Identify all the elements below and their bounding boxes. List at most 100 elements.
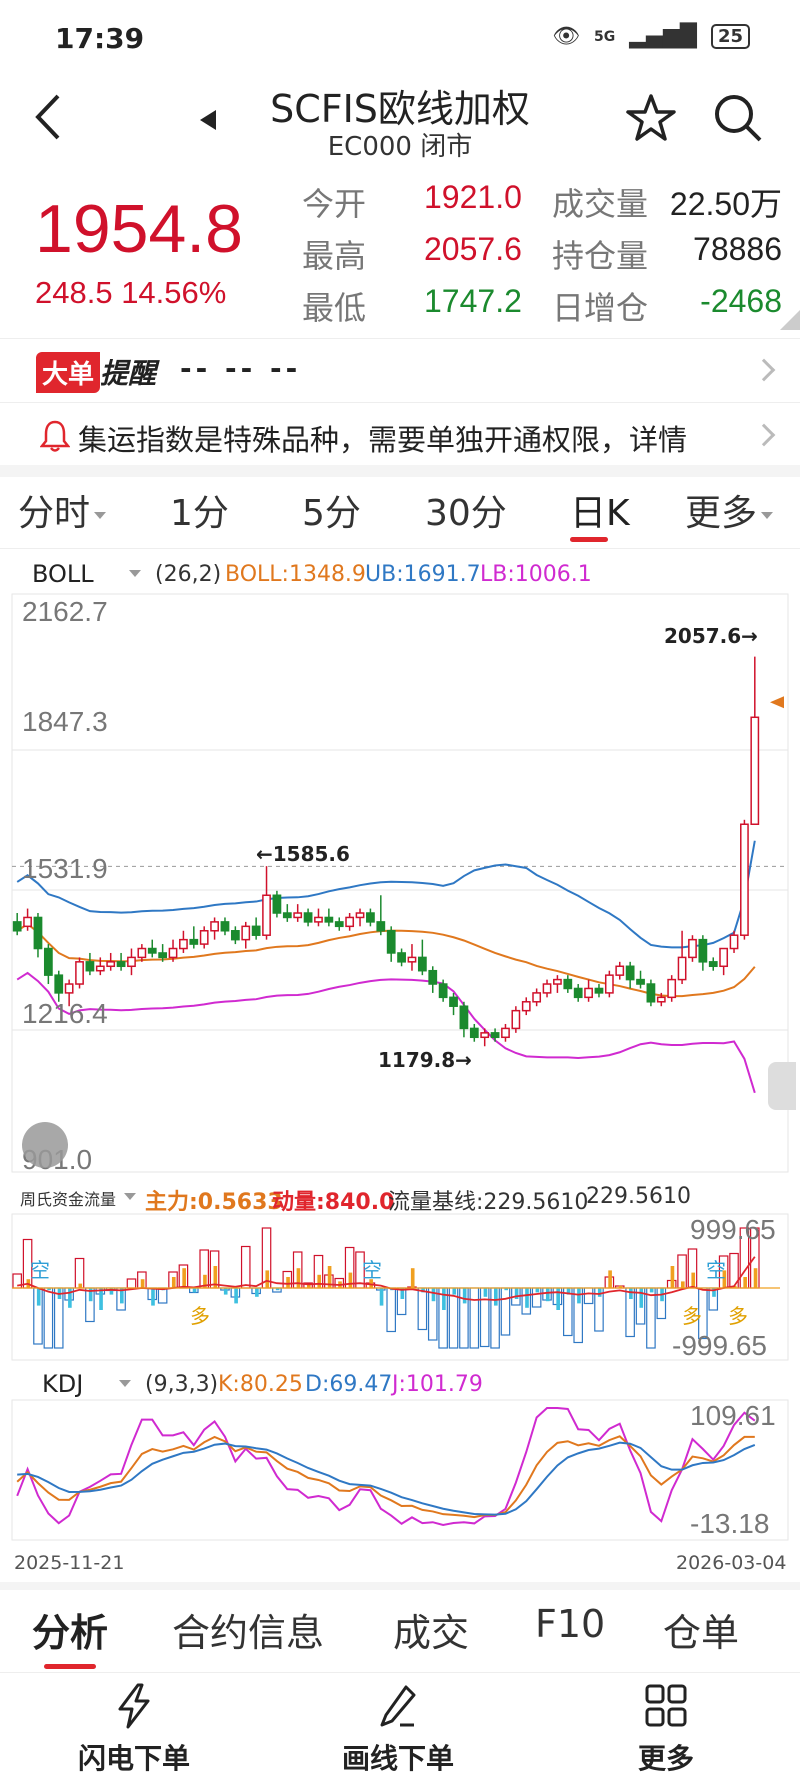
flow-sub-bar [379,1288,384,1306]
open-interest-value: 78886 [693,231,782,267]
flow-sub-bar [421,1288,425,1293]
permission-notice[interactable]: 集运指数是特殊品种，需要单独开通权限，详情 [0,405,800,465]
lower-band-line [16,971,756,1094]
big-order-alert[interactable]: 大单 提醒 -- -- -- [0,340,800,400]
kdj-indicator-name[interactable]: KDJ [42,1370,84,1398]
candle-body [262,894,271,936]
kdj-y-min: -13.18 [690,1508,770,1539]
flow-sub-bar [275,1288,280,1291]
candle-body [314,916,323,923]
tab-warehouse-receipt[interactable]: 仓单 [663,1602,739,1657]
flow-sub-bar [670,1266,675,1288]
flow-sub-bar [732,1285,737,1288]
quote-row: 今开 1921.0 成交量 22.50万 [302,175,782,227]
candle-body [189,938,199,945]
flow-sub-bar [753,1268,758,1288]
status-icons: 👁 5G ▂▄▆█ 25 [552,24,750,49]
daily-oi-change-label: 日增仓 [552,289,649,327]
tab-30min[interactable]: 30分 [425,484,507,536]
flow-bar [240,1245,251,1289]
fullscreen-toggle-icon[interactable] [22,1122,68,1168]
ub-value: UB:1691.7 [365,562,481,587]
candle-body [127,956,136,968]
status-time: 17:39 [55,22,145,55]
flow-baseline-line [17,1256,756,1301]
dropdown-icon[interactable] [119,1380,131,1387]
flow-sub-bar [223,1288,228,1295]
flow-sub-bar [452,1288,457,1295]
candle-body [584,987,593,999]
flow-sub-bar [545,1288,550,1302]
candle-body [625,965,635,981]
low-label: 最低 [302,289,367,327]
tab-trades[interactable]: 成交 [393,1602,469,1657]
candle-body [282,912,292,919]
candle-body [698,938,708,963]
candle-body [54,974,64,994]
divider [0,548,800,549]
tab-daily-k[interactable]: 日K [570,484,630,542]
tab-label: F10 [535,1602,606,1646]
footer-label: 闪电下单 [77,1742,190,1775]
y-axis-label: 1531.9 [22,853,108,884]
candle-body [366,912,375,923]
flow-sub-bar [68,1288,72,1308]
favorite-star-icon[interactable] [625,92,677,144]
kdj-chart[interactable] [0,1398,800,1546]
tab-intraday[interactable]: 分时 [18,484,107,536]
flow-baseline-value: 流量基线:229.5610 [388,1190,589,1215]
daily-oi-change-value: -2468 [700,283,782,319]
flow-sub-bar [649,1288,654,1293]
main-force-value: 主力:0.5633 [145,1190,283,1215]
candle-body [428,969,438,985]
flow-indicator-name[interactable]: 周氏资金流量 [20,1190,117,1209]
tab-more[interactable]: 更多 [685,484,774,536]
flow-y-min: -999.65 [672,1330,767,1361]
candle-body [615,965,625,976]
flow-sub-bar [192,1288,197,1293]
flow-sub-bar [743,1277,747,1288]
flow-sub-bar [629,1288,633,1299]
tab-5min[interactable]: 5分 [302,484,361,536]
flash-order-button[interactable]: 闪电下单 [54,1683,214,1777]
candle-body [220,921,230,932]
quote-row: 最高 2057.6 持仓量 78886 [302,227,782,279]
quote-grid: 今开 1921.0 成交量 22.50万 最高 2057.6 持仓量 78886… [302,175,782,331]
side-panel-handle[interactable] [768,1062,796,1110]
boll-value: BOLL:1348.9 [225,562,366,587]
tab-label: 分时 [18,493,91,534]
draw-line-order-button[interactable]: 画线下单 [318,1683,478,1777]
alert-value: -- -- -- [180,352,302,385]
candle-body [106,961,116,968]
flow-sub-bar [514,1288,519,1299]
flow-sub-bar [639,1288,644,1308]
candle-body [407,956,417,963]
candle-body [199,930,209,945]
tab-analysis[interactable]: 分析 [32,1602,108,1669]
more-button[interactable]: 更多 [586,1683,746,1777]
flow-chart[interactable] [0,1212,800,1362]
tab-1min[interactable]: 1分 [170,484,229,536]
high-label: 最高 [302,237,367,275]
dropdown-icon[interactable] [124,1193,136,1200]
middle-band-line [16,922,756,998]
candle-body [230,930,240,941]
dropdown-icon[interactable] [129,570,141,577]
tab-contract-info[interactable]: 合约信息 [172,1602,324,1657]
candle-body [345,916,355,928]
price-change: 248.5 14.56% [35,275,227,310]
expand-corner-icon[interactable] [780,310,800,330]
boll-indicator-name[interactable]: BOLL [32,560,94,588]
tab-f10[interactable]: F10 [535,1602,605,1646]
candle-body [459,1005,469,1030]
flow-sub-bar [556,1288,560,1310]
candle-body [490,1032,500,1039]
high-marker: 2057.6→ [664,624,758,648]
open-value: 1921.0 [424,179,522,215]
candlestick-chart[interactable] [0,590,800,1180]
previous-contract-icon[interactable] [200,110,216,130]
candle-body [85,961,95,972]
long-marker: 多 [682,1304,702,1328]
search-icon[interactable] [712,92,764,144]
back-icon[interactable] [30,92,70,142]
